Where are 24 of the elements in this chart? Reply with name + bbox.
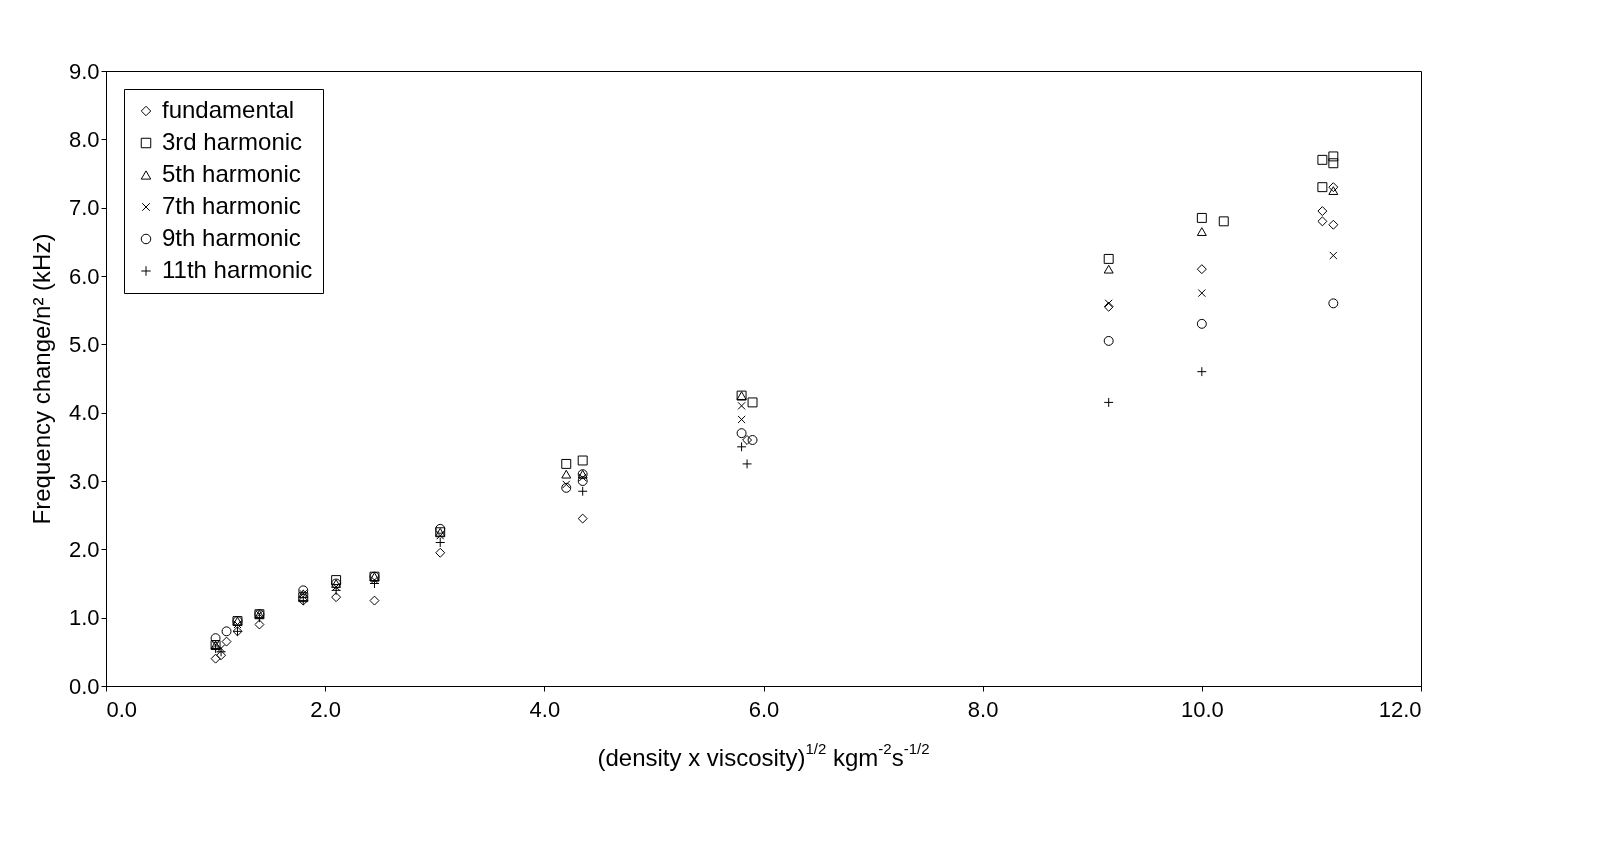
x-tick-label: 6.0	[748, 696, 780, 722]
legend-label: 9th harmonic	[162, 224, 301, 251]
x-tick-label: 12.0	[1378, 696, 1422, 722]
legend-label: 5th harmonic	[162, 160, 301, 187]
legend-label: 11th harmonic	[162, 256, 313, 283]
y-tick-label: 0.0	[68, 673, 100, 699]
y-axis-title: Frequency change/n² (kHz)	[27, 233, 55, 525]
y-tick-label: 1.0	[68, 605, 100, 631]
legend-label: 7th harmonic	[162, 192, 301, 219]
y-tick-label: 5.0	[68, 331, 100, 357]
x-tick-label: 2.0	[310, 696, 341, 722]
y-tick-label: 4.0	[68, 400, 100, 426]
y-tick-label: 8.0	[68, 126, 100, 152]
legend-label: fundamental	[162, 96, 295, 123]
y-tick-label: 7.0	[68, 195, 100, 221]
x-tick-label: 4.0	[529, 696, 561, 722]
y-tick-label: 2.0	[68, 536, 100, 562]
y-tick-label: 9.0	[68, 58, 100, 84]
x-tick-label: 10.0	[1180, 696, 1224, 722]
x-tick-label: 0.0	[106, 696, 138, 722]
x-tick-label: 8.0	[967, 696, 999, 722]
y-tick-label: 6.0	[68, 263, 100, 289]
legend-label: 3rd harmonic	[162, 128, 303, 155]
y-tick-label: 3.0	[68, 468, 100, 494]
